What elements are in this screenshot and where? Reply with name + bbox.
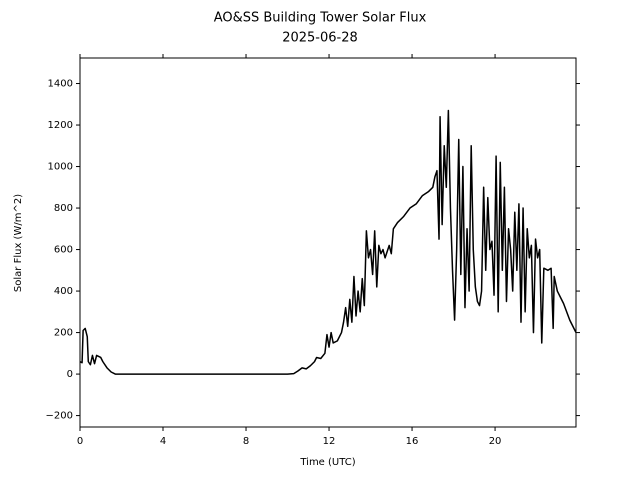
y-tick-label: 1200 — [48, 120, 73, 131]
y-tick-label: 800 — [54, 203, 73, 214]
plot-frame — [79, 57, 577, 428]
x-tick-label: 20 — [489, 436, 502, 447]
x-axis-label: Time (UTC) — [299, 457, 355, 468]
y-axis-label: Solar Flux (W/m^2) — [13, 194, 24, 292]
x-tick-label: 0 — [77, 436, 83, 447]
y-tick-label: −200 — [46, 411, 73, 422]
y-tick-label: 1400 — [48, 79, 73, 90]
y-tick-label: 400 — [54, 286, 73, 297]
y-tick-label: 1000 — [48, 162, 73, 173]
chart-subtitle: 2025-06-28 — [282, 31, 358, 46]
y-tick-label: 600 — [54, 245, 73, 256]
y-tick-label: 0 — [67, 369, 73, 380]
x-tick-label: 16 — [406, 436, 419, 447]
chart-title: AO&SS Building Tower Solar Flux — [214, 11, 427, 26]
x-tick-label: 4 — [160, 436, 166, 447]
x-tick-label: 8 — [243, 436, 249, 447]
y-tick-label: 200 — [54, 328, 73, 339]
line — [80, 109, 576, 375]
x-tick-label: 12 — [323, 436, 336, 447]
